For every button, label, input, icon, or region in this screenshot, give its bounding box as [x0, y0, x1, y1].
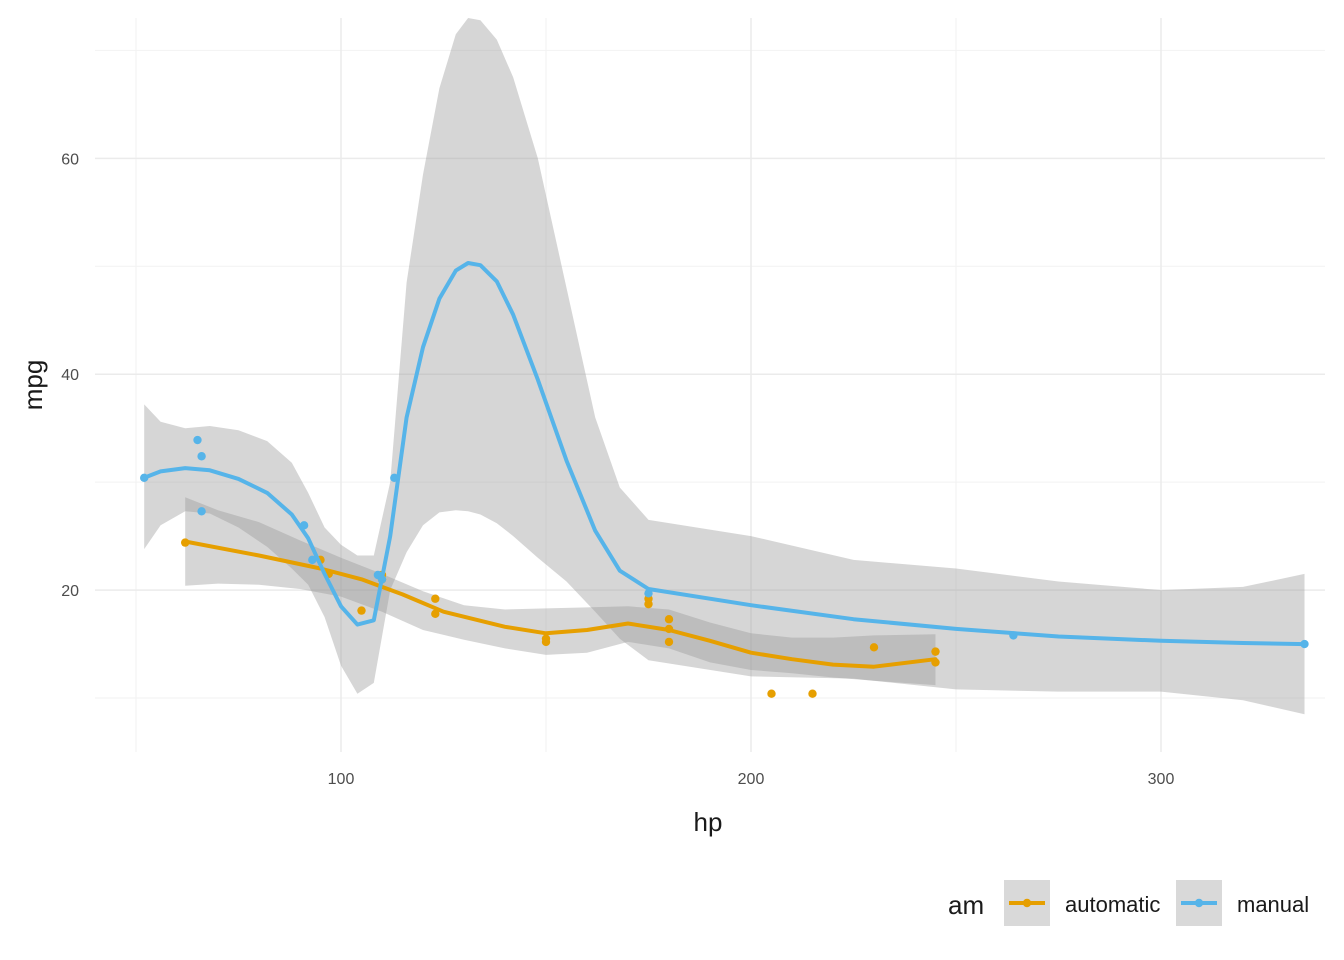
legend-key-point-automatic [1022, 898, 1032, 908]
point-automatic [431, 609, 440, 619]
smooth-line-automatic [183, 539, 938, 669]
y-axis-title: mpg [18, 360, 48, 411]
ribbon-manual [144, 18, 1305, 715]
point-automatic [767, 689, 776, 698]
smooth-line-manual [142, 261, 1307, 647]
smooth-lines [142, 261, 1307, 669]
point-automatic [357, 606, 366, 615]
point-automatic [808, 689, 817, 698]
x-tick-label: 300 [1148, 771, 1175, 788]
ribbon-automatic [185, 497, 936, 686]
point-manual [308, 555, 317, 565]
point-manual [197, 452, 206, 461]
y-tick-label: 40 [61, 367, 79, 384]
legend-title: am [948, 890, 984, 920]
point-automatic [931, 647, 940, 656]
y-tick-label: 20 [61, 583, 79, 600]
point-automatic [664, 637, 674, 647]
point-automatic [869, 643, 879, 652]
x-tick-label: 100 [328, 771, 355, 788]
tick-labels: 100 200 300 20 40 60 [61, 151, 1174, 788]
grid-lines [95, 18, 1325, 752]
legend-label-manual: manual [1237, 892, 1309, 917]
confidence-ribbons [144, 18, 1305, 715]
legend-item-manual: manual [1176, 880, 1309, 926]
legend-key-point-manual [1194, 898, 1204, 908]
legend-label-automatic: automatic [1065, 892, 1160, 917]
legend: am automatic manual [948, 880, 1309, 926]
point-automatic [664, 615, 674, 624]
x-tick-label: 200 [738, 771, 765, 788]
x-axis-title: hp [694, 807, 723, 837]
legend-item-automatic: automatic [1004, 880, 1160, 926]
point-automatic [541, 637, 551, 647]
point-manual [193, 435, 202, 445]
y-tick-label: 60 [61, 151, 79, 168]
point-automatic [431, 594, 440, 603]
point-manual [197, 507, 206, 516]
